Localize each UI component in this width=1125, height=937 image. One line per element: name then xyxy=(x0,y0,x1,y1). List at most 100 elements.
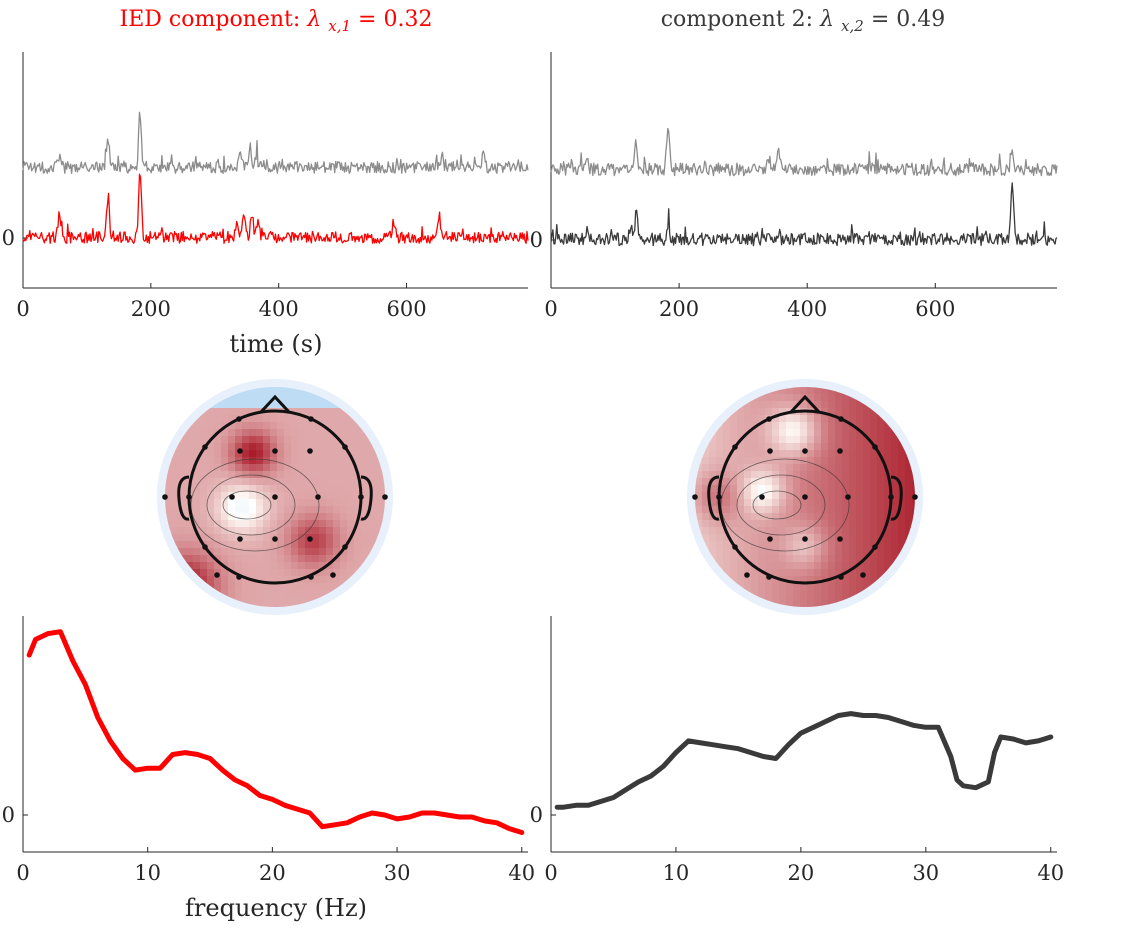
topomap-cell xyxy=(193,555,201,563)
topomap-cell xyxy=(326,513,334,521)
topomap-cell xyxy=(842,513,850,521)
topomap-cell xyxy=(730,471,738,479)
topomap-cell xyxy=(347,492,355,500)
topomap-cell xyxy=(702,597,710,605)
topomap-cell xyxy=(235,499,243,507)
topomap-cell xyxy=(319,499,327,507)
topomap-cell xyxy=(228,415,236,423)
topomap-cell xyxy=(305,499,313,507)
topomap-cell xyxy=(821,541,829,549)
topomap-cell xyxy=(333,583,341,591)
topomap-cell xyxy=(207,408,215,416)
topomap-cell xyxy=(877,569,885,577)
topomap-cell xyxy=(256,450,264,458)
topomap-cell xyxy=(200,499,208,507)
topomap-cell xyxy=(723,485,731,493)
topomap-cell xyxy=(193,443,201,451)
topomap-cell xyxy=(200,394,208,402)
topomap-cell xyxy=(898,541,906,549)
topomap-cell xyxy=(807,394,815,402)
topomap-cell xyxy=(354,555,362,563)
topomap-cell xyxy=(277,499,285,507)
topomap-cell xyxy=(807,387,815,395)
topomap-cell xyxy=(200,513,208,521)
topomap-cell xyxy=(256,457,264,465)
topomap-cell xyxy=(751,492,759,500)
topomap-cell xyxy=(800,401,808,409)
x-tick-label: 200 xyxy=(131,297,171,321)
topomap-cell xyxy=(249,485,257,493)
topomap-cell xyxy=(200,597,208,605)
topomap-cell xyxy=(263,464,271,472)
electrode-dot xyxy=(272,448,278,454)
topomap-cell xyxy=(193,590,201,598)
component-2-title-text: component 2: xyxy=(661,7,820,32)
topomap-cell xyxy=(709,534,717,542)
topomap-cell xyxy=(298,534,306,542)
topomap-cell xyxy=(361,590,369,598)
topomap-cell xyxy=(842,485,850,493)
topomap-cell xyxy=(891,534,899,542)
topomap-cell xyxy=(849,513,857,521)
topomap-cell xyxy=(284,590,292,598)
topomap-cell xyxy=(263,562,271,570)
topomap-cell xyxy=(186,534,194,542)
topomap-cell xyxy=(354,562,362,570)
topomap-cell xyxy=(305,541,313,549)
series-line-reference xyxy=(550,127,1058,177)
topomap-cell xyxy=(165,401,173,409)
topomap-cell xyxy=(270,422,278,430)
topomap-cell xyxy=(179,499,187,507)
topomap-cell xyxy=(312,429,320,437)
topomap-cell xyxy=(702,492,710,500)
topomap-cell xyxy=(193,597,201,605)
topomap-cell xyxy=(319,576,327,584)
topomap-cell xyxy=(898,569,906,577)
topomap-cell xyxy=(382,548,385,556)
topomap-cell xyxy=(361,408,369,416)
topomap-cell xyxy=(856,562,864,570)
topomap-cell xyxy=(221,576,229,584)
topomap-cell xyxy=(695,555,703,563)
topomap-cell xyxy=(765,492,773,500)
topomap-cell xyxy=(716,534,724,542)
topomap-cell xyxy=(242,520,250,528)
topomap-cell xyxy=(835,541,843,549)
topomap-cell xyxy=(375,513,383,521)
topomap-cell xyxy=(165,569,173,577)
topomap-cell xyxy=(891,590,899,598)
topomap-cell xyxy=(744,576,752,584)
topomap-cell xyxy=(256,499,264,507)
topomap-cell xyxy=(807,597,815,605)
topomap-cell xyxy=(291,520,299,528)
topomap-cell xyxy=(382,569,385,577)
topomap-cell xyxy=(179,436,187,444)
topomap-cell xyxy=(382,583,385,591)
topomap-cell xyxy=(891,478,899,486)
topomap-cell xyxy=(270,499,278,507)
topomap-cell xyxy=(368,541,376,549)
topomap-cell xyxy=(179,485,187,493)
topomap-cell xyxy=(807,457,815,465)
topomap-cell xyxy=(305,436,313,444)
topomap-cell xyxy=(172,471,180,479)
topomap-cell xyxy=(912,576,915,584)
topomap-cell xyxy=(737,471,745,479)
topomap-cell xyxy=(821,436,829,444)
topomap-cell xyxy=(340,548,348,556)
topomap-cell xyxy=(751,583,759,591)
topomap-cell xyxy=(305,597,313,605)
topomap-cell xyxy=(368,394,376,402)
topomap-cell xyxy=(305,562,313,570)
topomap-cell xyxy=(179,457,187,465)
topomap-cell xyxy=(368,408,376,416)
topomap-cell xyxy=(765,583,773,591)
topomap-cell xyxy=(340,534,348,542)
topomap-cell xyxy=(863,534,871,542)
topomap-cell xyxy=(765,443,773,451)
topomap-cell xyxy=(256,443,264,451)
topomap-cell xyxy=(347,555,355,563)
topomap-cell xyxy=(333,499,341,507)
topomap-cell xyxy=(298,429,306,437)
